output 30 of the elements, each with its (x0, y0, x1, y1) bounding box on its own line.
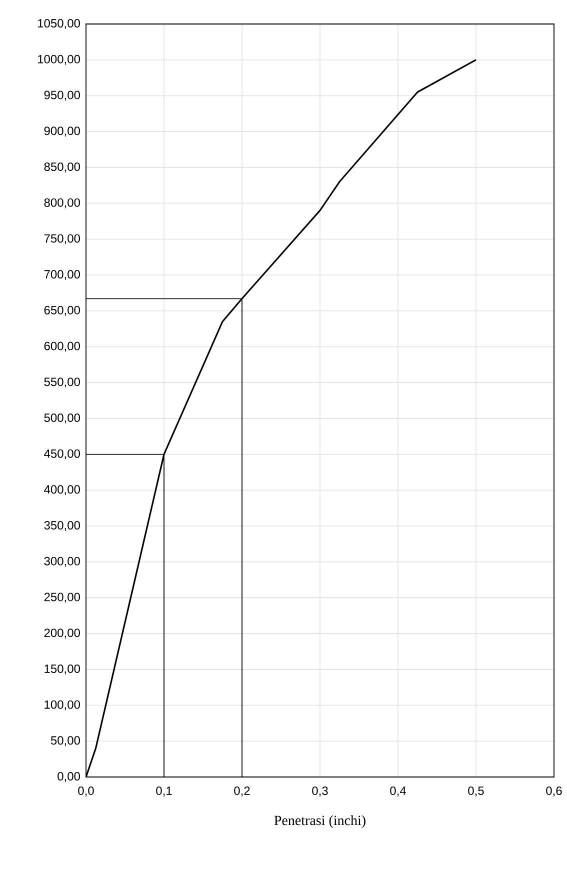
y-tick-label: 100,00 (44, 700, 80, 710)
x-tick-label: 0,5 (468, 786, 484, 796)
y-tick-label: 150,00 (44, 664, 80, 674)
y-tick-label: 450,00 (44, 449, 80, 460)
y-tick-label: 850,00 (44, 162, 80, 172)
y-tick-label: 500,00 (44, 413, 80, 424)
y-tick-label: 800,00 (44, 198, 80, 208)
y-tick-label: 750,00 (44, 234, 80, 244)
y-tick-label: 600,00 (44, 342, 80, 352)
y-tick-label: 950,00 (44, 90, 80, 101)
y-tick-label: 550,00 (44, 378, 80, 388)
y-tick-label: 900,00 (44, 126, 80, 137)
y-tick-label: 350,00 (44, 521, 80, 531)
x-tick-label: 0,0 (78, 786, 94, 796)
y-tick-label: 200,00 (44, 628, 80, 639)
y-tick-label: 400,00 (44, 485, 80, 496)
y-tick-label: 700,00 (44, 270, 80, 280)
y-tick-label: 1000,00 (38, 54, 80, 65)
y-tick-label: 1050,00 (38, 19, 80, 29)
x-tick-label: 0,3 (312, 786, 328, 796)
x-axis-title: Penetrasi (inchi) (274, 815, 366, 828)
y-tick-label: 50,00 (50, 736, 80, 746)
x-tick-label: 0,2 (234, 786, 250, 796)
x-tick-label: 0,6 (546, 786, 562, 796)
y-tick-label: 250,00 (44, 592, 80, 603)
y-tick-label: 650,00 (44, 306, 80, 316)
y-tick-label: 0,00 (58, 772, 80, 782)
x-tick-label: 0,4 (390, 786, 406, 796)
y-tick-label: 300,00 (44, 556, 80, 567)
x-tick-label: 0,1 (156, 786, 172, 796)
